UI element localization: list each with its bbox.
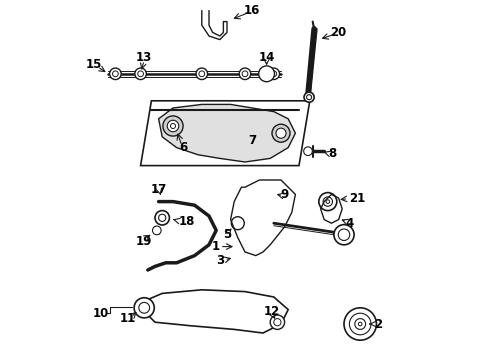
Text: 21: 21 (349, 192, 366, 204)
Circle shape (135, 68, 147, 80)
Text: 14: 14 (258, 51, 275, 64)
Text: 2: 2 (374, 318, 383, 330)
Circle shape (268, 68, 280, 80)
Circle shape (152, 226, 161, 235)
Circle shape (167, 120, 179, 132)
Circle shape (239, 68, 251, 80)
Text: 4: 4 (345, 217, 353, 230)
Text: 12: 12 (264, 305, 280, 318)
Circle shape (304, 147, 312, 156)
Text: 19: 19 (136, 235, 152, 248)
Circle shape (344, 308, 376, 340)
Text: 20: 20 (330, 26, 347, 39)
Text: 7: 7 (248, 134, 256, 147)
Circle shape (110, 68, 121, 80)
Circle shape (304, 92, 314, 102)
Circle shape (319, 193, 337, 211)
Circle shape (155, 211, 170, 225)
Circle shape (163, 116, 183, 136)
Text: 13: 13 (136, 51, 152, 64)
Text: 9: 9 (280, 188, 289, 201)
Circle shape (196, 68, 208, 80)
Circle shape (272, 124, 290, 142)
Circle shape (334, 225, 354, 245)
Circle shape (270, 315, 285, 329)
Text: 3: 3 (216, 255, 224, 267)
Text: 5: 5 (223, 228, 231, 240)
Text: 16: 16 (244, 4, 260, 17)
Text: 6: 6 (180, 141, 188, 154)
Polygon shape (159, 104, 295, 162)
Text: 17: 17 (150, 183, 167, 195)
Text: 8: 8 (328, 147, 336, 159)
Text: 18: 18 (178, 215, 195, 228)
Text: 11: 11 (120, 312, 136, 325)
Text: 15: 15 (86, 58, 102, 71)
Text: 1: 1 (212, 240, 220, 253)
Circle shape (134, 298, 154, 318)
Circle shape (259, 66, 274, 82)
Circle shape (231, 217, 245, 230)
Text: 10: 10 (93, 307, 109, 320)
Circle shape (276, 128, 286, 138)
